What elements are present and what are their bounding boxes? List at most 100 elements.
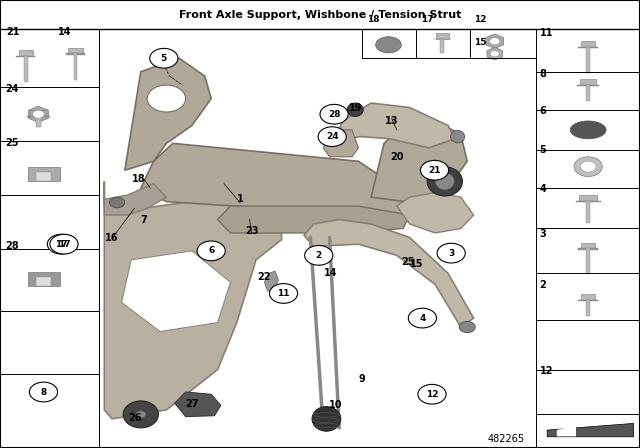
Bar <box>579 300 598 301</box>
Bar <box>36 172 51 181</box>
Text: 4: 4 <box>419 314 426 323</box>
Bar <box>36 277 51 286</box>
Text: 7: 7 <box>141 215 147 224</box>
Circle shape <box>50 234 78 254</box>
Bar <box>577 85 600 86</box>
Text: 8: 8 <box>40 388 47 396</box>
Polygon shape <box>104 184 166 215</box>
Polygon shape <box>557 425 576 436</box>
Text: 6: 6 <box>540 106 547 116</box>
Circle shape <box>147 85 186 112</box>
Ellipse shape <box>124 401 159 428</box>
Polygon shape <box>264 271 278 291</box>
Text: 9: 9 <box>358 374 365 383</box>
Polygon shape <box>487 47 502 60</box>
Text: 482265: 482265 <box>488 435 525 444</box>
Circle shape <box>574 157 602 177</box>
Text: 24: 24 <box>326 132 339 141</box>
Bar <box>16 56 35 57</box>
Circle shape <box>580 161 596 172</box>
Ellipse shape <box>312 407 340 431</box>
Polygon shape <box>28 106 49 122</box>
Bar <box>581 294 595 300</box>
Bar <box>581 41 595 47</box>
Text: 26: 26 <box>128 413 142 422</box>
Bar <box>36 116 41 127</box>
Circle shape <box>305 246 333 265</box>
Text: 11: 11 <box>540 28 553 38</box>
Circle shape <box>318 127 346 146</box>
Text: 5: 5 <box>540 145 547 155</box>
Bar <box>581 243 595 248</box>
Polygon shape <box>304 220 474 327</box>
Polygon shape <box>371 121 467 204</box>
Text: 3: 3 <box>540 229 547 239</box>
Bar <box>579 47 598 48</box>
Text: 10: 10 <box>329 401 343 410</box>
Bar <box>586 201 590 223</box>
Bar <box>579 248 598 250</box>
Bar <box>27 116 49 117</box>
Text: Front Axle Support, Wishbone / Tension Strut: Front Axle Support, Wishbone / Tension S… <box>179 9 461 20</box>
Polygon shape <box>218 206 410 233</box>
Polygon shape <box>122 251 230 332</box>
Text: 24: 24 <box>5 84 19 94</box>
Polygon shape <box>175 392 221 417</box>
Text: 23: 23 <box>244 226 259 236</box>
Text: 25: 25 <box>401 257 415 267</box>
Text: 27: 27 <box>185 399 199 409</box>
Text: 17: 17 <box>58 240 70 249</box>
Bar <box>586 300 590 316</box>
Text: 18: 18 <box>132 174 146 184</box>
Bar <box>575 201 601 202</box>
Ellipse shape <box>435 173 454 190</box>
Text: 15: 15 <box>410 259 424 269</box>
Text: 2: 2 <box>316 251 322 260</box>
Polygon shape <box>141 143 422 215</box>
Text: 6: 6 <box>208 246 214 255</box>
Polygon shape <box>397 193 474 233</box>
Text: 16: 16 <box>105 233 119 243</box>
Text: 20: 20 <box>390 152 404 162</box>
Polygon shape <box>104 181 282 419</box>
Bar <box>440 39 444 53</box>
Circle shape <box>150 48 178 68</box>
Text: 8: 8 <box>540 69 547 79</box>
Circle shape <box>490 51 499 57</box>
Text: 15: 15 <box>474 38 486 47</box>
Text: 13: 13 <box>385 116 399 126</box>
Bar <box>31 110 47 116</box>
Text: 2: 2 <box>540 280 547 289</box>
Bar <box>19 50 33 56</box>
Text: 28: 28 <box>328 110 340 119</box>
Bar <box>586 85 590 101</box>
Circle shape <box>420 160 449 180</box>
Bar <box>66 53 85 55</box>
Bar <box>28 167 60 181</box>
Text: 14: 14 <box>58 27 71 37</box>
Text: 17: 17 <box>55 240 68 249</box>
Bar <box>586 47 590 73</box>
Circle shape <box>408 308 436 328</box>
Text: 14: 14 <box>323 268 337 278</box>
Bar <box>68 48 83 53</box>
Text: 5: 5 <box>161 54 167 63</box>
Polygon shape <box>323 130 358 157</box>
Bar <box>436 33 449 39</box>
Ellipse shape <box>460 322 476 332</box>
Circle shape <box>320 104 348 124</box>
Circle shape <box>269 284 298 303</box>
Circle shape <box>490 38 500 45</box>
Text: 21: 21 <box>6 27 20 37</box>
Circle shape <box>47 234 76 254</box>
Text: 11: 11 <box>277 289 290 298</box>
Ellipse shape <box>348 103 364 116</box>
Text: 4: 4 <box>540 184 547 194</box>
Polygon shape <box>486 34 504 48</box>
Polygon shape <box>125 58 211 170</box>
Bar <box>28 272 60 286</box>
Text: 18: 18 <box>367 14 380 23</box>
Bar <box>74 53 77 80</box>
Text: 25: 25 <box>5 138 19 147</box>
Ellipse shape <box>570 121 606 139</box>
